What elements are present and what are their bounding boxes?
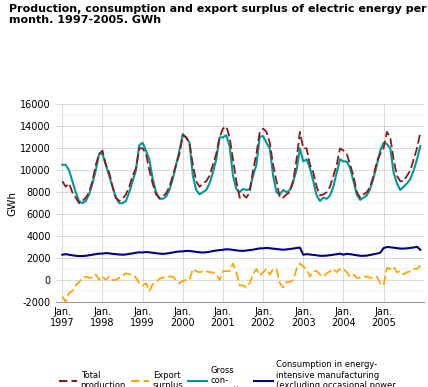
Text: Production, consumption and export surplus of electric energy per
month. 1997-20: Production, consumption and export surpl… bbox=[9, 4, 426, 26]
Y-axis label: GWh: GWh bbox=[7, 191, 17, 216]
Legend: Total
production, Export
surplus, Gross
con-
sumption, Consumption in energy-
in: Total production, Export surplus, Gross … bbox=[56, 357, 399, 387]
